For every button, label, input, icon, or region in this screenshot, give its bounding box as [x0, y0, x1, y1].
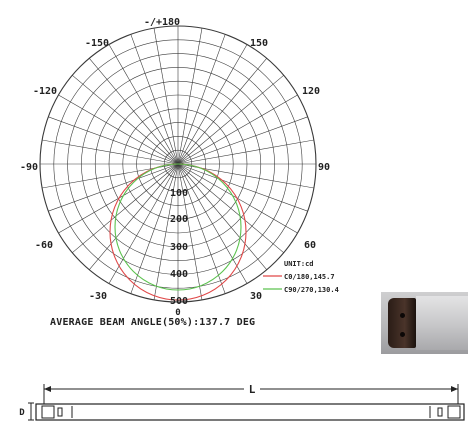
tube-drawing: L D [19, 382, 465, 421]
polar-spoke [48, 163, 179, 212]
pin-icon [400, 332, 405, 337]
polar-grid [39, 25, 317, 303]
legend-label-c90: C90/270,130.4 [284, 286, 339, 294]
angle-label-bottom: 0 [175, 308, 180, 318]
legend: UNIT:cd C0/180,145.7 C90/270,130.4 [263, 260, 339, 294]
polar-spoke [177, 163, 267, 270]
radial-label-100: 100 [170, 188, 188, 199]
length-arrow-left-icon [44, 386, 51, 392]
polar-spoke [177, 163, 248, 284]
polar-spoke [177, 28, 203, 165]
tube-outline [35, 403, 465, 421]
radial-label-200: 200 [170, 214, 188, 225]
polar-spoke [153, 163, 179, 300]
polar-spoke [72, 163, 179, 253]
polar-spoke [130, 163, 179, 294]
radial-label-300: 300 [170, 242, 188, 253]
polar-spoke [108, 44, 179, 165]
angle-label-upper-left: -150 [85, 38, 109, 49]
angle-label-lower-right: 60 [304, 240, 316, 251]
tube-body-photo [416, 296, 468, 350]
polar-spoke [72, 75, 179, 165]
polar-spoke [177, 163, 308, 212]
polar-spoke [89, 163, 179, 270]
tube-pin-right [437, 407, 443, 417]
polar-spoke [177, 163, 226, 294]
angle-label-lower-left: -60 [35, 240, 53, 251]
legend-title: UNIT:cd [284, 260, 314, 268]
polar-spoke [89, 58, 179, 165]
tube-end-cap-photo [381, 292, 468, 354]
polar-spoke [48, 116, 179, 165]
angle-label-upper-right: 150 [250, 38, 268, 49]
legend-label-c0: C0/180,145.7 [284, 273, 335, 281]
average-beam-angle-text: AVERAGE BEAM ANGLE(50%):137.7 DEG [50, 317, 256, 328]
distribution-curves [109, 163, 247, 301]
length-arrow-right-icon [451, 386, 458, 392]
polar-spoke [177, 94, 298, 165]
end-cap-photo [388, 298, 416, 348]
polar-spoke [177, 58, 267, 165]
angle-label-bottom-left: -30 [89, 291, 107, 302]
angle-label-bottom-right: 30 [250, 291, 262, 302]
polar-spoke [177, 163, 203, 300]
polar-spoke [42, 139, 179, 165]
polar-spoke [177, 34, 226, 165]
curve-c90-270 [114, 163, 242, 291]
tube-end-cap-right [447, 405, 461, 419]
polar-spoke [177, 75, 284, 165]
polar-spoke [177, 139, 314, 165]
tube-pin-left [57, 407, 63, 417]
polar-spoke [108, 163, 179, 284]
length-label: L [249, 383, 256, 396]
diameter-label: D [19, 408, 25, 418]
polar-spoke [177, 44, 248, 165]
polar-spoke [177, 116, 308, 165]
angle-label-mid-upper-right: 120 [302, 86, 320, 97]
polar-spoke [177, 163, 284, 253]
polar-spoke [58, 94, 179, 165]
pin-icon [400, 313, 405, 318]
polar-spoke [153, 28, 179, 165]
angle-label-right: 90 [318, 162, 330, 173]
radial-label-500: 500 [170, 296, 188, 307]
angle-label-mid-upper-left: -120 [33, 86, 57, 97]
angle-label-top: -/+180 [144, 17, 180, 28]
angle-label-left: -90 [20, 162, 38, 173]
radial-label-400: 400 [170, 269, 188, 280]
polar-spoke [130, 34, 179, 165]
tube-end-cap-left [41, 405, 55, 419]
